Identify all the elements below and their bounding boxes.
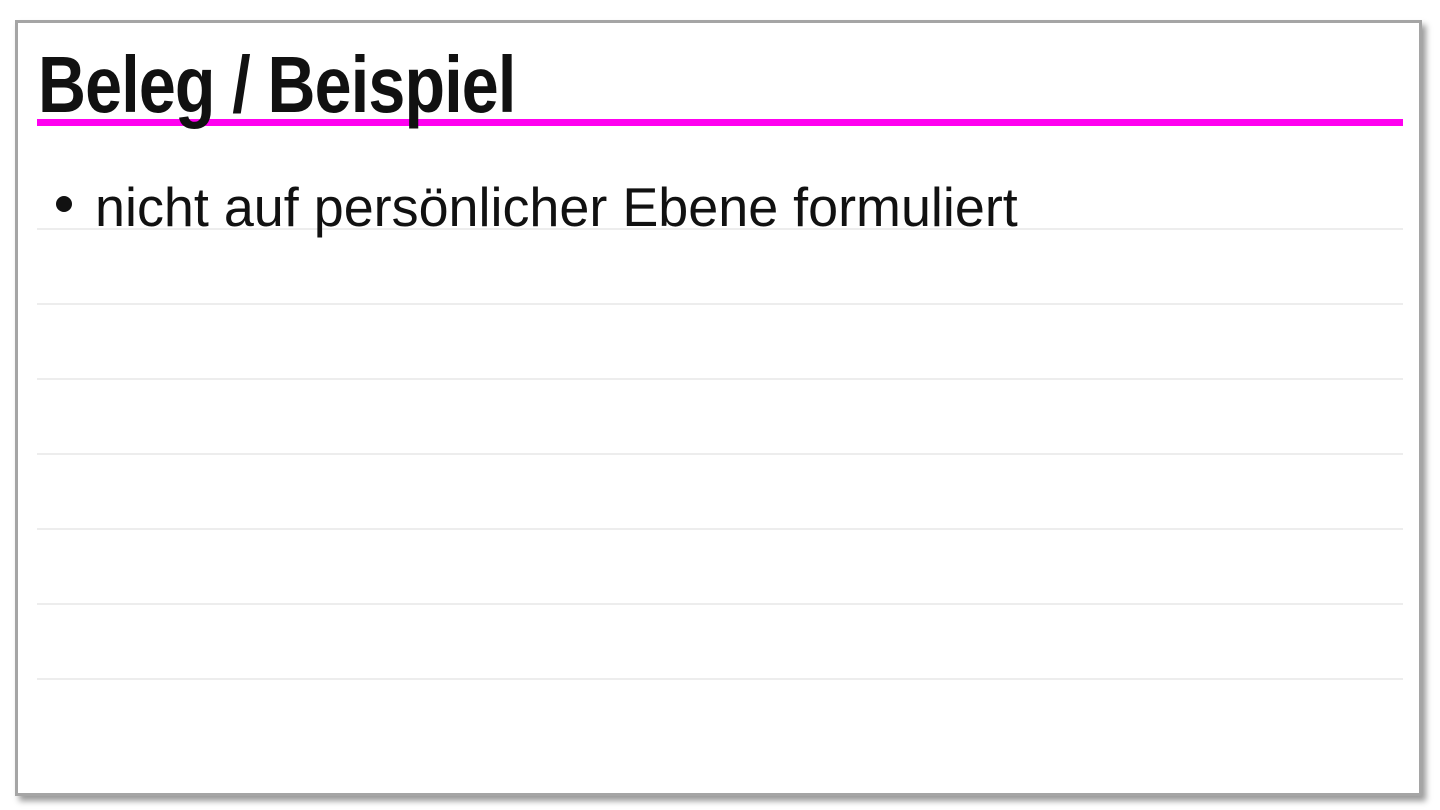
ruled-line (37, 228, 1403, 230)
worksheet-card: Beleg / Beispiel nicht auf persönlicher … (15, 20, 1422, 796)
ruled-line (37, 678, 1403, 680)
ruled-line (37, 528, 1403, 530)
bullet-text: nicht auf persönlicher Ebene formuliert (95, 176, 1018, 238)
title-underline (37, 119, 1403, 126)
ruled-line (37, 378, 1403, 380)
ruled-line (37, 453, 1403, 455)
ruled-line (37, 603, 1403, 605)
bullet-marker-icon (56, 196, 72, 212)
card-content-area: Beleg / Beispiel nicht auf persönlicher … (18, 23, 1419, 793)
card-title: Beleg / Beispiel (38, 40, 516, 129)
ruled-line (37, 303, 1403, 305)
